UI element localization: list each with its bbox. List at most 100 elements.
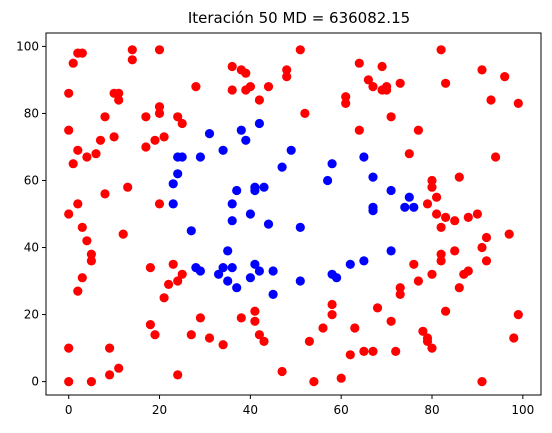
red-point (105, 370, 114, 379)
blue-point (269, 290, 278, 299)
blue-point (246, 273, 255, 282)
blue-point (368, 173, 377, 182)
x-tick-label: 20 (152, 403, 167, 417)
red-point (155, 199, 164, 208)
red-point (309, 377, 318, 386)
red-point (427, 344, 436, 353)
blue-point (223, 246, 232, 255)
red-point (441, 79, 450, 88)
red-point (73, 199, 82, 208)
red-point (64, 126, 73, 135)
blue-point (400, 203, 409, 212)
red-point (237, 313, 246, 322)
red-point (282, 72, 291, 81)
red-point (82, 236, 91, 245)
y-tick-label: 100 (16, 39, 39, 53)
red-point (427, 270, 436, 279)
blue-point (232, 283, 241, 292)
red-point (509, 333, 518, 342)
red-point (141, 112, 150, 121)
red-point (427, 183, 436, 192)
red-point (455, 173, 464, 182)
red-point (373, 303, 382, 312)
red-point (128, 55, 137, 64)
blue-point (264, 220, 273, 229)
red-point (387, 112, 396, 121)
red-point (250, 307, 259, 316)
red-point (100, 189, 109, 198)
red-point (441, 213, 450, 222)
red-point (382, 85, 391, 94)
y-tick-label: 20 (24, 308, 39, 322)
red-point (414, 276, 423, 285)
red-point (368, 347, 377, 356)
red-point (264, 82, 273, 91)
blue-point (255, 266, 264, 275)
blue-point (359, 152, 368, 161)
red-point (105, 344, 114, 353)
red-point (441, 307, 450, 316)
red-point (64, 89, 73, 98)
red-point (318, 323, 327, 332)
red-point (405, 149, 414, 158)
red-point (328, 300, 337, 309)
red-point (114, 95, 123, 104)
red-point (160, 132, 169, 141)
red-point (455, 283, 464, 292)
red-point (387, 317, 396, 326)
red-point (164, 280, 173, 289)
red-point (64, 344, 73, 353)
blue-point (250, 186, 259, 195)
blue-point (196, 152, 205, 161)
red-point (378, 62, 387, 71)
red-point (178, 119, 187, 128)
red-point (119, 230, 128, 239)
blue-point (269, 266, 278, 275)
red-point (473, 209, 482, 218)
blue-point (173, 169, 182, 178)
red-point (73, 287, 82, 296)
red-point (355, 126, 364, 135)
red-point (196, 313, 205, 322)
red-point (219, 340, 228, 349)
red-point (396, 290, 405, 299)
red-point (64, 209, 73, 218)
blue-point (259, 183, 268, 192)
blue-point (219, 146, 228, 155)
chart-title: Iteración 50 MD = 636082.15 (188, 9, 410, 27)
red-point (259, 337, 268, 346)
blue-point (255, 119, 264, 128)
blue-point (246, 209, 255, 218)
red-point (423, 199, 432, 208)
red-point (464, 266, 473, 275)
red-point (241, 69, 250, 78)
red-point (450, 246, 459, 255)
red-point (437, 223, 446, 232)
y-tick-label: 40 (24, 241, 39, 255)
red-point (155, 109, 164, 118)
blue-point (323, 176, 332, 185)
red-point (514, 310, 523, 319)
red-point (246, 82, 255, 91)
blue-point (196, 266, 205, 275)
red-point (482, 256, 491, 265)
red-point (82, 152, 91, 161)
y-tick-label: 80 (24, 106, 39, 120)
red-point (160, 293, 169, 302)
red-point (409, 260, 418, 269)
blue-point (387, 246, 396, 255)
blue-point (169, 199, 178, 208)
red-point (64, 377, 73, 386)
red-point (96, 136, 105, 145)
blue-point (232, 186, 241, 195)
blue-point (296, 223, 305, 232)
blue-point (409, 203, 418, 212)
blue-point (296, 276, 305, 285)
x-tick-label: 60 (334, 403, 349, 417)
red-point (78, 223, 87, 232)
red-point (296, 45, 305, 54)
blue-point (278, 163, 287, 172)
red-point (368, 82, 377, 91)
red-point (100, 112, 109, 121)
red-point (91, 149, 100, 158)
